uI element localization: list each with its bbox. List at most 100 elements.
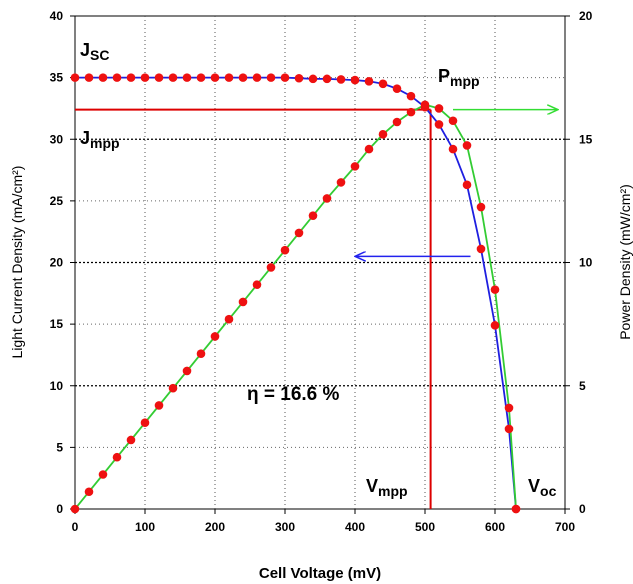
current-point [336, 75, 346, 84]
power-point [210, 332, 220, 341]
current-point [280, 73, 290, 82]
power-point [336, 178, 346, 187]
power-point [462, 141, 472, 150]
y-right-tick-label: 20 [579, 9, 593, 23]
data-markers [70, 73, 521, 514]
current-point [462, 180, 472, 190]
current-point [392, 84, 402, 94]
power-point [182, 366, 192, 376]
power-point [238, 297, 248, 307]
current-point [84, 73, 94, 82]
power-point [378, 130, 388, 139]
current-point [140, 73, 150, 82]
current-point [434, 120, 444, 129]
power-point [434, 104, 444, 113]
x-tick-label: 700 [555, 520, 575, 534]
vmpp-label: Vmpp [366, 476, 408, 499]
power-point [294, 228, 304, 238]
x-tick-label: 600 [485, 520, 505, 534]
current-point [224, 73, 234, 82]
power-point [350, 162, 360, 171]
current-point [308, 74, 318, 84]
power-point [196, 349, 206, 359]
y-right-axis-title: Power Density (mW/cm²) [617, 184, 633, 340]
current-point [322, 74, 332, 84]
power-point [364, 144, 374, 154]
current-point [504, 424, 514, 434]
x-tick-label: 100 [135, 520, 155, 534]
current-point [294, 73, 304, 83]
power-point [420, 100, 430, 110]
pmpp-label: Pmpp [438, 66, 480, 89]
y-left-tick-label: 30 [50, 132, 64, 146]
current-point [238, 73, 248, 82]
power-point [168, 383, 178, 393]
grid-lines [75, 16, 565, 509]
y-left-tick-label: 25 [50, 194, 64, 208]
power-point [280, 245, 290, 255]
power-point [266, 263, 276, 272]
current-point [182, 73, 192, 82]
power-point [406, 107, 416, 117]
power-point [126, 435, 136, 445]
power-point [252, 280, 262, 289]
current-point [112, 73, 122, 82]
current-point [406, 91, 416, 101]
power-point [224, 314, 234, 324]
y-left-tick-label: 35 [50, 71, 64, 85]
y-right-tick-label: 0 [579, 502, 586, 516]
power-point [392, 117, 402, 127]
power-point [448, 116, 458, 126]
x-tick-label: 400 [345, 520, 365, 534]
tick-marks [70, 15, 570, 514]
y-left-tick-label: 10 [50, 379, 64, 393]
y-left-tick-label: 0 [56, 502, 63, 516]
y-left-tick-label: 15 [50, 317, 64, 331]
current-point [196, 73, 206, 82]
power-point [84, 487, 94, 497]
current-point [210, 73, 220, 82]
current-point [126, 73, 136, 82]
power-point [490, 285, 500, 294]
current-point [350, 75, 360, 85]
power-point [140, 418, 150, 428]
power-point [112, 452, 122, 462]
current-point [168, 73, 178, 82]
jmpp-label: Jmpp [80, 128, 120, 151]
y-right-tick-label: 15 [579, 132, 593, 146]
current-point [266, 73, 276, 82]
y-left-tick-label: 20 [50, 256, 64, 270]
power-point [308, 211, 318, 220]
x-tick-labels: 0 100 200 300 400 500 600 700 [72, 520, 576, 534]
x-tick-label: 500 [415, 520, 435, 534]
y-right-tick-label: 5 [579, 379, 586, 393]
power-point [322, 194, 332, 203]
power-point [98, 470, 108, 479]
x-tick-label: 300 [275, 520, 295, 534]
current-point [490, 321, 500, 330]
y-left-axis-title: Light Current Density (mA/cm²) [9, 166, 25, 359]
power-point [476, 202, 486, 212]
power-point [154, 401, 164, 410]
power-point [70, 504, 80, 514]
current-point [448, 144, 458, 154]
x-tick-label: 200 [205, 520, 225, 534]
efficiency-label: η = 16.6 % [247, 384, 340, 405]
y-left-tick-label: 40 [50, 9, 64, 23]
jsc-label: JSC [80, 40, 109, 63]
current-point [476, 244, 486, 254]
y-right-tick-labels: 0 5 10 15 20 [579, 9, 593, 516]
x-tick-label: 0 [72, 520, 79, 534]
power-point [504, 403, 514, 413]
power-point [511, 504, 521, 514]
current-point [98, 73, 108, 82]
current-point [252, 73, 262, 82]
x-axis-title: Cell Voltage (mV) [259, 565, 381, 582]
current-point [378, 79, 388, 89]
voc-label: Voc [528, 476, 557, 499]
y-right-tick-label: 10 [579, 256, 593, 270]
current-point [154, 73, 164, 82]
y-left-tick-label: 5 [56, 440, 63, 454]
current-point [70, 73, 80, 82]
